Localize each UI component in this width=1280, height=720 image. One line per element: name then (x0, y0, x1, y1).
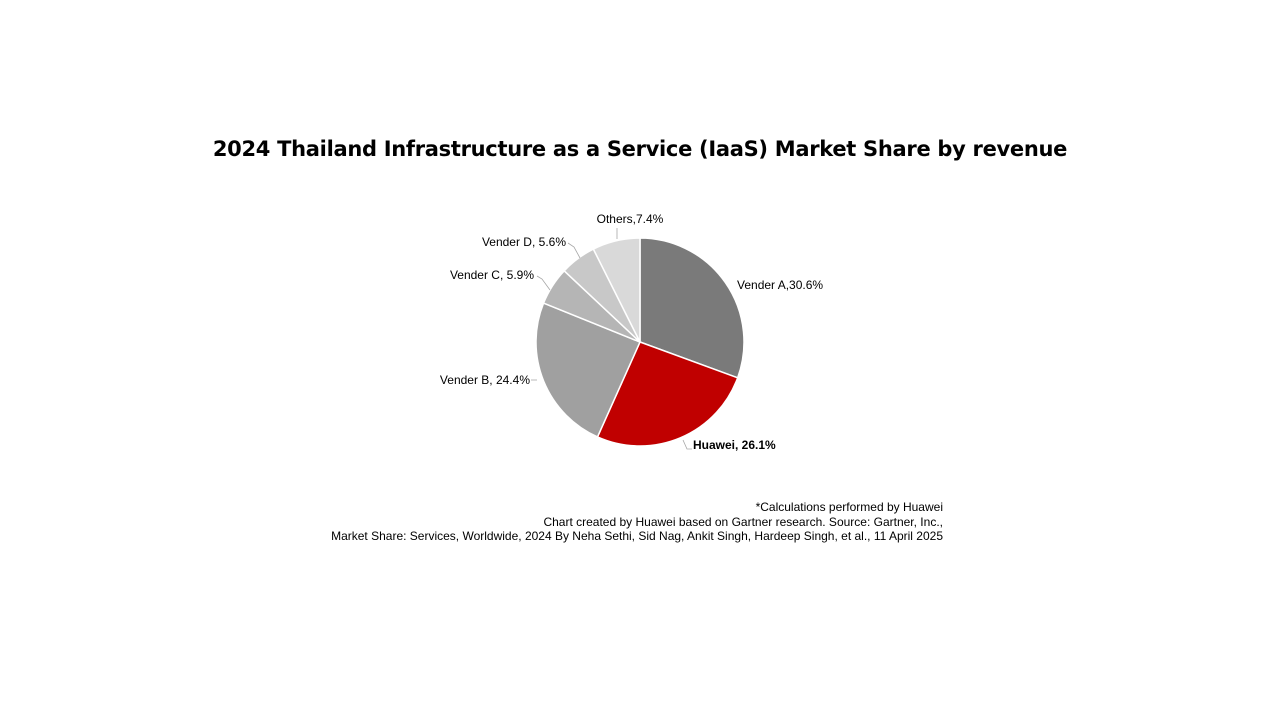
slice-label-huawei: Huawei, 26.1% (693, 438, 776, 452)
slice-label-vender-b: Vender B, 24.4% (440, 373, 530, 387)
pie-slice-vender-a (639, 237, 745, 379)
pie-slices (535, 237, 745, 447)
pie-slice-vender-b (535, 302, 642, 438)
slice-labels: Vender A,30.6% Huawei, 26.1% Vender B, 24.… (440, 212, 823, 452)
label-leader-lines (531, 228, 692, 450)
slice-label-vender-d: Vender D, 5.6% (482, 235, 566, 249)
chart-title: 2024 Thailand Infrastructure as a Servic… (212, 137, 1068, 161)
footnote-calculation: *Calculations performed by Huawei (755, 500, 943, 514)
leader-line-vender-c (536, 275, 551, 291)
leader-line-vender-d (567, 242, 581, 259)
slice-label-vender-c: Vender C, 5.9% (450, 268, 534, 282)
footnote-citation: Market Share: Services, Worldwide, 2024 … (331, 529, 943, 543)
source-footnote: *Calculations performed by Huawei Chart … (331, 500, 943, 544)
pie-slice-huawei (596, 341, 739, 447)
slice-label-others: Others,7.4% (597, 212, 664, 226)
leader-line-huawei (682, 439, 692, 450)
footnote-source: Chart created by Huawei based on Gartner… (543, 514, 943, 529)
pie-slice-others (592, 237, 641, 343)
slice-label-vender-a: Vender A,30.6% (737, 278, 823, 292)
